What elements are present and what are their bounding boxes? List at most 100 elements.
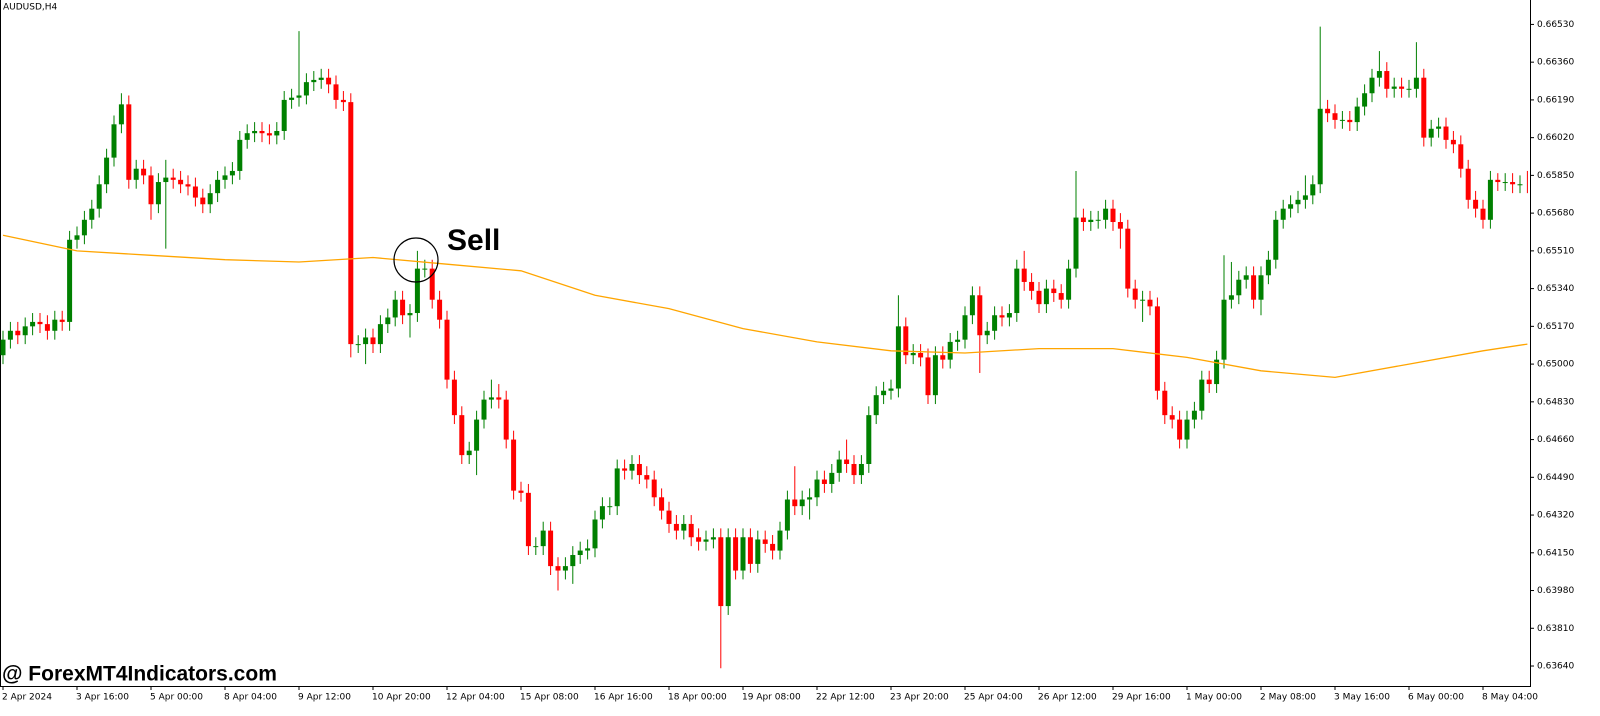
candle-body bbox=[1177, 419, 1183, 440]
candle-body bbox=[577, 550, 583, 556]
candle-body bbox=[1169, 415, 1175, 420]
candle-body bbox=[1413, 77, 1419, 89]
candle-body bbox=[237, 139, 243, 171]
candle-body bbox=[1502, 182, 1508, 184]
candle-body bbox=[1051, 288, 1057, 294]
x-tick-label: 12 Apr 04:00 bbox=[446, 693, 505, 703]
candle-body bbox=[955, 339, 961, 342]
candle-body bbox=[296, 95, 302, 98]
candle-body bbox=[1140, 299, 1146, 301]
candle-body bbox=[821, 479, 827, 484]
candle-body bbox=[703, 539, 709, 542]
x-tick-label: 6 May 00:00 bbox=[1408, 693, 1464, 703]
x-tick-label: 8 May 04:00 bbox=[1482, 693, 1538, 703]
candle-body bbox=[1362, 93, 1368, 107]
x-tick-label: 19 Apr 08:00 bbox=[742, 693, 801, 703]
x-tick-label: 10 Apr 20:00 bbox=[372, 693, 431, 703]
candle-body bbox=[777, 530, 783, 551]
candle-body bbox=[947, 341, 953, 360]
candle-body bbox=[525, 492, 531, 547]
candle-body bbox=[1465, 168, 1471, 200]
candle-body bbox=[969, 295, 975, 316]
candle-body bbox=[696, 537, 702, 542]
y-tick-label: 0.63810 bbox=[1537, 624, 1574, 634]
candle-body bbox=[215, 179, 221, 194]
watermark: @ ForexMT4Indicators.com bbox=[2, 663, 277, 686]
candle-body bbox=[1103, 208, 1109, 220]
candle-body bbox=[1236, 279, 1242, 296]
chart-title: AUDUSD,H4 bbox=[3, 3, 58, 13]
candle-body bbox=[570, 555, 576, 567]
candle-body bbox=[1088, 219, 1094, 223]
x-tick-label: 9 Apr 12:00 bbox=[298, 693, 351, 703]
y-tick-label: 0.64830 bbox=[1537, 397, 1574, 407]
x-tick-label: 18 Apr 00:00 bbox=[668, 693, 727, 703]
candle-body bbox=[1369, 77, 1375, 94]
candle-body bbox=[1117, 222, 1123, 229]
y-tick-label: 0.65340 bbox=[1537, 284, 1574, 294]
candle-body bbox=[1251, 275, 1257, 300]
candle-body bbox=[340, 99, 346, 103]
candle-body bbox=[207, 193, 213, 205]
candle-body bbox=[178, 179, 184, 185]
x-tick-label: 25 Apr 04:00 bbox=[964, 693, 1023, 703]
candle-body bbox=[392, 299, 398, 318]
candle-body bbox=[1258, 275, 1264, 300]
candle-body bbox=[1406, 88, 1412, 90]
candle-body bbox=[614, 468, 620, 507]
y-tick-label: 0.64660 bbox=[1537, 435, 1574, 445]
y-tick-label: 0.64320 bbox=[1537, 511, 1574, 521]
candle-body bbox=[644, 475, 650, 480]
candle-body bbox=[1073, 217, 1079, 269]
candle-body bbox=[1243, 275, 1249, 280]
candle-body bbox=[1288, 204, 1294, 209]
candle-body bbox=[688, 523, 694, 538]
y-tick-label: 0.63640 bbox=[1537, 662, 1574, 672]
candle-body bbox=[725, 537, 731, 607]
candle-body bbox=[659, 497, 665, 511]
candle-body bbox=[881, 390, 887, 396]
candle-body bbox=[111, 124, 117, 158]
candle-body bbox=[932, 355, 938, 396]
candle-body bbox=[1273, 219, 1279, 260]
candle-body bbox=[148, 175, 154, 205]
candle-body bbox=[59, 319, 65, 322]
candle-body bbox=[918, 352, 924, 358]
candle-body bbox=[370, 337, 376, 345]
candle-body bbox=[192, 186, 198, 198]
candle-body bbox=[451, 379, 457, 416]
candle-body bbox=[459, 415, 465, 456]
candle-body bbox=[1154, 306, 1160, 391]
candle-body bbox=[977, 295, 983, 336]
y-tick-label: 0.66020 bbox=[1537, 133, 1574, 143]
candle-body bbox=[303, 82, 309, 96]
candle-body bbox=[37, 321, 43, 325]
candle-body bbox=[244, 133, 250, 140]
candle-body bbox=[466, 450, 472, 456]
candle-body bbox=[1265, 259, 1271, 276]
candle-body bbox=[52, 319, 58, 331]
candle-body bbox=[1066, 268, 1072, 300]
candle-body bbox=[1436, 126, 1442, 129]
x-tick-label: 16 Apr 16:00 bbox=[594, 693, 653, 703]
candle-body bbox=[740, 537, 746, 571]
candle-body bbox=[562, 566, 568, 571]
candle-body bbox=[89, 208, 95, 220]
candle-body bbox=[681, 523, 687, 531]
candle-body bbox=[1302, 195, 1308, 200]
candle-body bbox=[474, 419, 480, 451]
x-tick-label: 5 Apr 00:00 bbox=[150, 693, 203, 703]
x-tick-label: 26 Apr 12:00 bbox=[1038, 693, 1097, 703]
x-tick-label: 2 Apr 2024 bbox=[2, 693, 52, 703]
candle-body bbox=[799, 499, 805, 507]
candle-body bbox=[222, 175, 228, 180]
annotation: Sell bbox=[447, 224, 500, 257]
candle-body bbox=[1317, 108, 1323, 185]
candle-body bbox=[836, 459, 842, 473]
candle-body bbox=[414, 268, 420, 314]
candle-body bbox=[710, 537, 716, 540]
y-tick-label: 0.66190 bbox=[1537, 95, 1574, 105]
candle-body bbox=[229, 170, 235, 176]
candle-body bbox=[488, 397, 494, 400]
